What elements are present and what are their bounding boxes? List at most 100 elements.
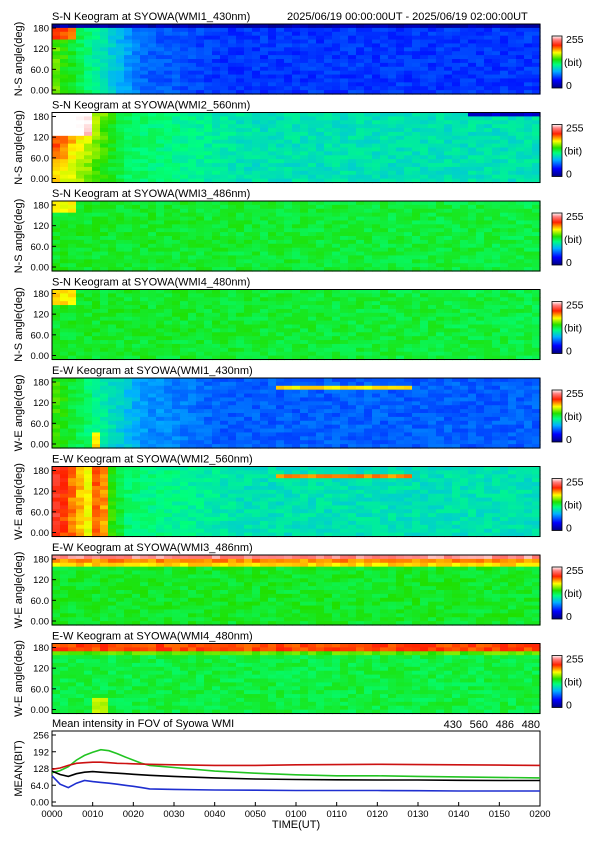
heatmap-cell xyxy=(348,78,357,83)
heatmap-cell xyxy=(284,166,293,172)
heatmap-cell xyxy=(196,135,205,141)
heatmap-cell xyxy=(156,170,165,176)
heatmap-cell xyxy=(52,128,61,133)
heatmap-cell xyxy=(356,62,365,68)
heatmap-cell xyxy=(428,59,437,64)
heatmap-cell xyxy=(236,204,245,210)
heatmap-cell xyxy=(164,135,173,141)
heatmap-cell xyxy=(300,251,309,257)
heatmap-cell xyxy=(388,239,397,245)
heatmap-cell xyxy=(84,243,93,249)
heatmap-cell xyxy=(436,124,445,129)
heatmap-cell xyxy=(484,220,493,225)
heatmap-cell xyxy=(132,62,141,68)
heatmap-cell xyxy=(356,163,365,168)
heatmap-cell xyxy=(140,204,149,210)
heatmap-cell xyxy=(228,131,237,137)
heatmap-cell xyxy=(468,135,477,141)
heatmap-cell xyxy=(284,47,293,52)
heatmap-cell xyxy=(324,343,333,349)
heatmap-cell xyxy=(188,336,197,341)
heatmap-cell xyxy=(308,293,317,298)
heatmap-cell xyxy=(228,166,237,172)
heatmap-cell xyxy=(84,62,93,68)
heatmap-cell xyxy=(436,220,445,225)
heatmap-cell xyxy=(212,78,221,83)
heatmap-cell xyxy=(164,336,173,341)
heatmap-cell xyxy=(500,297,509,302)
heatmap-cell xyxy=(300,255,309,260)
heatmap-cell xyxy=(244,128,253,133)
heatmap-cell xyxy=(164,24,173,29)
heatmap-cell xyxy=(396,51,405,56)
heatmap-cell xyxy=(76,343,85,349)
heatmap-cell xyxy=(164,70,173,76)
heatmap-cell xyxy=(236,166,245,172)
heatmap-cell xyxy=(428,289,437,294)
heatmap-cell xyxy=(412,90,421,95)
heatmap-cell xyxy=(196,204,205,210)
heatmap-cell xyxy=(68,236,77,241)
heatmap-cell xyxy=(292,316,301,322)
colorbar-max-label: 255 xyxy=(566,123,584,135)
heatmap-cell xyxy=(340,78,349,83)
heatmap-cell xyxy=(500,128,509,133)
heatmap-cell xyxy=(52,124,61,129)
keogram-panel-4: S-N Keogram at SYOWA(WMI4_480nm)18012060… xyxy=(13,277,584,363)
heatmap-cell xyxy=(452,224,461,229)
heatmap-cell xyxy=(268,239,277,245)
heatmap-cell xyxy=(196,389,205,395)
heatmap-cell xyxy=(348,324,357,329)
heatmap-cell xyxy=(292,128,301,133)
keogram-panel-5: E-W Keogram at SYOWA(WMI1_430nm)18012060… xyxy=(13,365,584,451)
heatmap-cell xyxy=(340,220,349,225)
heatmap-cell xyxy=(412,112,421,117)
heatmap-cell xyxy=(76,293,85,298)
heatmap-cell xyxy=(300,239,309,245)
heatmap-cell xyxy=(388,24,397,29)
heatmap-cell xyxy=(220,116,229,121)
heatmap-cell xyxy=(60,293,69,298)
heatmap-cell xyxy=(420,247,429,253)
heatmap-cell xyxy=(196,405,205,410)
heatmap-cell xyxy=(388,166,397,172)
heatmap-cell xyxy=(172,259,181,264)
heatmap-cell xyxy=(492,255,501,260)
heatmap-cell xyxy=(452,170,461,176)
heatmap-cell xyxy=(332,166,341,172)
heatmap-cell xyxy=(452,31,461,37)
heatmap-cell xyxy=(156,401,165,406)
heatmap-cell xyxy=(332,336,341,341)
heatmap-cell xyxy=(76,436,85,441)
heatmap-cell xyxy=(236,155,245,160)
heatmap-cell xyxy=(276,66,285,72)
heatmap-cell xyxy=(316,128,325,133)
heatmap-cell xyxy=(308,128,317,133)
heatmap-cell xyxy=(308,59,317,64)
heatmap-cell xyxy=(444,82,453,87)
heatmap-cell xyxy=(92,355,101,361)
heatmap-cell xyxy=(204,112,213,117)
heatmap-cell xyxy=(276,47,285,52)
heatmap-cell xyxy=(68,297,77,302)
heatmap-cell xyxy=(76,24,85,29)
heatmap-cell xyxy=(140,378,149,383)
heatmap-cell xyxy=(364,51,373,56)
heatmap-cell xyxy=(452,151,461,156)
heatmap-cell xyxy=(108,347,117,353)
heatmap-cell xyxy=(180,239,189,245)
heatmap-cell xyxy=(500,301,509,306)
heatmap-cell xyxy=(348,31,357,37)
heatmap-cell xyxy=(252,139,261,145)
heatmap-cell xyxy=(156,405,165,410)
heatmap-cell xyxy=(292,239,301,245)
heatmap-cell xyxy=(468,86,477,91)
heatmap-cell xyxy=(476,43,485,48)
heatmap-cell xyxy=(100,255,109,260)
heatmap-cell xyxy=(460,55,469,60)
heatmap-cell xyxy=(476,312,485,318)
heatmap-cell xyxy=(148,24,157,29)
heatmap-cell xyxy=(244,243,253,249)
heatmap-cell xyxy=(116,428,125,434)
heatmap-cell xyxy=(172,301,181,306)
